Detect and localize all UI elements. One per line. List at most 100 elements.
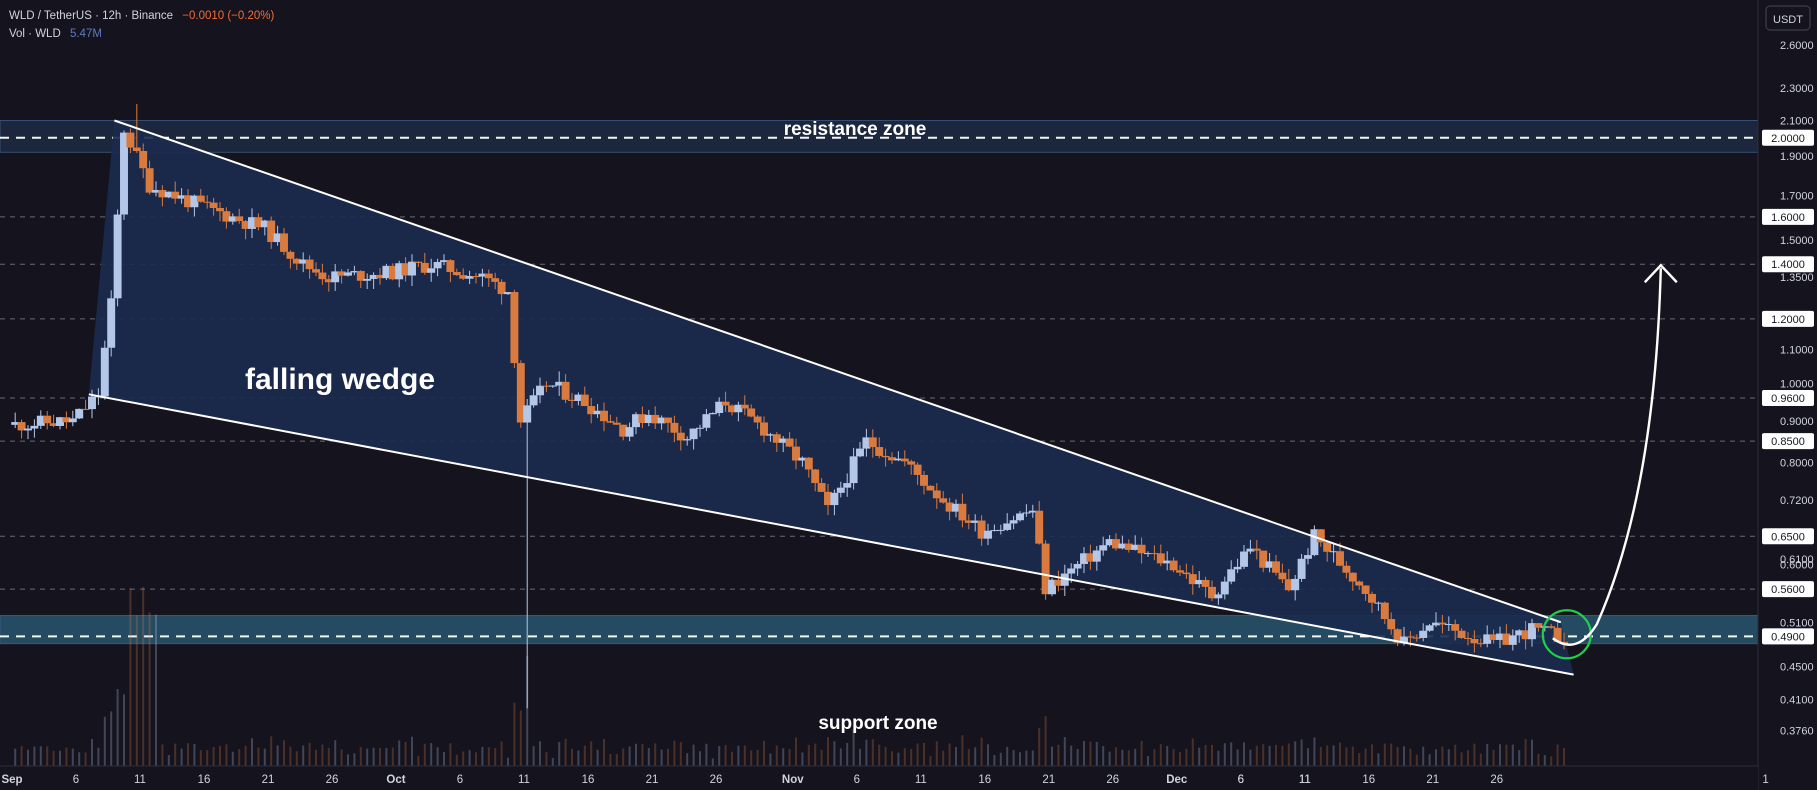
candle[interactable]: [1131, 535, 1140, 551]
candle[interactable]: [1304, 548, 1312, 565]
candle[interactable]: [1329, 542, 1338, 563]
candle[interactable]: [1060, 564, 1069, 596]
candle[interactable]: [465, 270, 474, 285]
candle[interactable]: [875, 437, 884, 459]
candle[interactable]: [913, 462, 922, 485]
candle[interactable]: [1240, 544, 1248, 570]
candle[interactable]: [1361, 585, 1370, 601]
candle[interactable]: [555, 371, 564, 396]
candle[interactable]: [1144, 551, 1152, 557]
candle[interactable]: [580, 386, 589, 407]
candle[interactable]: [958, 493, 967, 528]
candle[interactable]: [273, 225, 282, 246]
candle[interactable]: [49, 414, 58, 428]
candle[interactable]: [651, 406, 660, 430]
candle[interactable]: [881, 448, 890, 467]
candle[interactable]: [17, 419, 26, 439]
candle[interactable]: [120, 130, 128, 220]
candle[interactable]: [126, 128, 135, 153]
candle[interactable]: [472, 272, 480, 284]
candle[interactable]: [107, 290, 116, 357]
candle[interactable]: [932, 483, 941, 509]
candle[interactable]: [68, 410, 77, 427]
candle[interactable]: [1476, 638, 1485, 648]
candle[interactable]: [203, 195, 212, 209]
candle[interactable]: [1073, 560, 1082, 576]
candle[interactable]: [446, 259, 455, 283]
candle[interactable]: [766, 432, 775, 442]
candle[interactable]: [152, 181, 160, 197]
candle[interactable]: [1150, 545, 1159, 561]
candle[interactable]: [1521, 620, 1530, 650]
candle[interactable]: [747, 404, 756, 418]
candle[interactable]: [1291, 574, 1300, 601]
price-level-tag[interactable]: 1.2000: [1762, 310, 1814, 327]
candle[interactable]: [702, 408, 711, 432]
candle[interactable]: [1099, 536, 1108, 556]
candle[interactable]: [612, 416, 621, 425]
candle[interactable]: [1368, 591, 1376, 613]
candle[interactable]: [420, 252, 429, 275]
candle[interactable]: [100, 340, 109, 400]
candle[interactable]: [1316, 528, 1325, 547]
candle[interactable]: [536, 377, 544, 404]
candle[interactable]: [376, 267, 384, 285]
candle[interactable]: [728, 404, 736, 416]
price-level-tag[interactable]: 2.0000: [1762, 129, 1814, 146]
candle[interactable]: [856, 441, 864, 458]
candle[interactable]: [1393, 628, 1402, 647]
candle[interactable]: [324, 275, 333, 292]
candle[interactable]: [900, 450, 909, 467]
candle[interactable]: [337, 269, 346, 284]
candle[interactable]: [734, 401, 743, 422]
candle[interactable]: [804, 456, 813, 478]
candle[interactable]: [689, 428, 698, 450]
candle[interactable]: [395, 260, 404, 288]
candle[interactable]: [1355, 580, 1364, 590]
candle[interactable]: [849, 447, 858, 490]
candle[interactable]: [843, 473, 852, 497]
candle[interactable]: [1016, 511, 1024, 522]
candle[interactable]: [280, 228, 288, 255]
candle[interactable]: [43, 411, 52, 430]
candle[interactable]: [1278, 563, 1287, 584]
candle[interactable]: [1208, 580, 1216, 601]
candle[interactable]: [184, 189, 192, 213]
candle[interactable]: [753, 415, 762, 429]
candle[interactable]: [926, 485, 935, 491]
candle[interactable]: [670, 415, 679, 443]
candle[interactable]: [574, 392, 583, 406]
candle[interactable]: [1432, 612, 1440, 627]
candle[interactable]: [145, 160, 154, 195]
candle[interactable]: [81, 399, 90, 410]
candle[interactable]: [401, 257, 410, 282]
candle[interactable]: [516, 360, 525, 428]
candle[interactable]: [388, 263, 397, 281]
candle[interactable]: [1169, 557, 1178, 573]
candle[interactable]: [254, 213, 263, 231]
volume-indicator[interactable]: Vol · WLD 5.47M: [9, 28, 102, 40]
candle[interactable]: [440, 254, 448, 266]
candle[interactable]: [920, 470, 928, 495]
candle[interactable]: [888, 452, 896, 465]
candle[interactable]: [24, 425, 32, 440]
candle[interactable]: [785, 432, 794, 448]
candle[interactable]: [1246, 539, 1255, 554]
candle[interactable]: [1515, 629, 1524, 643]
candle[interactable]: [625, 422, 634, 442]
candle[interactable]: [414, 261, 423, 267]
candle[interactable]: [1502, 624, 1511, 646]
candle[interactable]: [478, 268, 487, 287]
candle[interactable]: [312, 262, 320, 277]
candle[interactable]: [248, 208, 256, 239]
candle[interactable]: [676, 426, 685, 451]
candle[interactable]: [1553, 620, 1562, 642]
candle[interactable]: [1489, 629, 1498, 644]
candle[interactable]: [1086, 544, 1095, 570]
candle[interactable]: [452, 268, 461, 276]
candle[interactable]: [862, 428, 871, 457]
candle[interactable]: [1233, 558, 1242, 574]
candle[interactable]: [36, 410, 45, 430]
candle[interactable]: [62, 411, 71, 429]
